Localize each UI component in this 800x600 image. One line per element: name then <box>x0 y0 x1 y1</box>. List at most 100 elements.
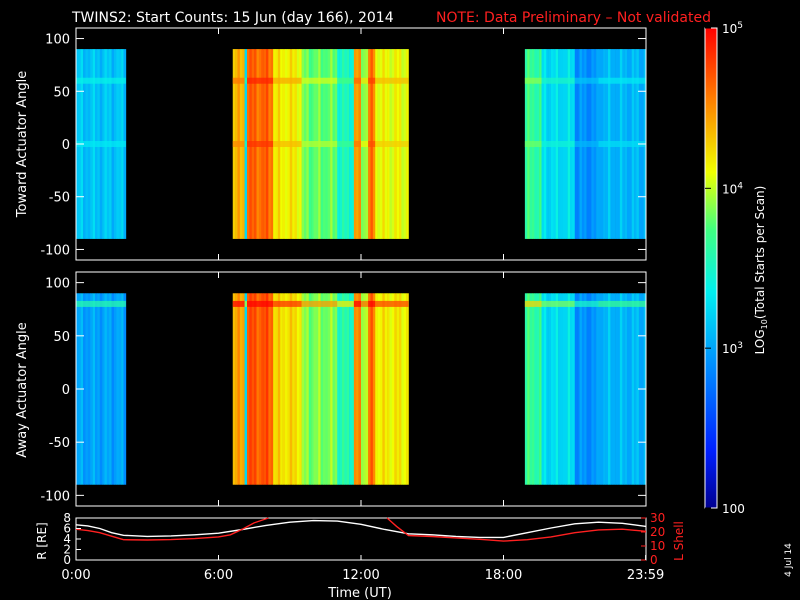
heatmap-cell <box>330 293 333 485</box>
heatmap-cell <box>104 293 108 485</box>
heatmap-cell <box>292 293 295 485</box>
heatmap-cell <box>249 293 253 485</box>
heatmap-cell <box>275 293 279 485</box>
band-60deg <box>375 77 409 84</box>
heatmap-cell <box>337 293 340 485</box>
heatmap-cell <box>624 293 628 485</box>
heatmap-cell <box>627 293 630 485</box>
heatmap-cell <box>617 293 621 485</box>
band-60deg <box>574 77 599 84</box>
heatmap-cell <box>572 293 576 485</box>
heatmap-cell <box>529 293 533 485</box>
x-tick-label: 23:59 <box>627 568 664 583</box>
heatmap-cell <box>394 293 397 485</box>
band-0deg <box>574 141 599 147</box>
heatmap-cell <box>610 293 614 485</box>
heatmap-cell <box>353 293 357 485</box>
heatmap-cell <box>114 293 117 485</box>
heatmap-cell <box>320 293 324 485</box>
heatmap-cell <box>235 293 238 485</box>
heatmap-cell <box>266 293 269 485</box>
heatmap-cell <box>391 293 395 485</box>
toward-heatmap-panel: 100 50 0 -50 -100 <box>40 27 647 261</box>
toward-ylabel: Toward Actuator Angle <box>15 71 30 218</box>
band-0deg <box>368 141 376 147</box>
heatmap-cell <box>615 293 618 485</box>
heatmap-cell <box>551 293 554 485</box>
heatmap-cell <box>285 293 288 485</box>
band-60deg <box>247 77 274 84</box>
heatmap-cell <box>109 293 112 485</box>
heatmap-cell <box>631 293 635 485</box>
heatmap-cell <box>382 293 386 485</box>
band-0deg <box>598 141 646 147</box>
colorbar-gradient <box>704 27 718 509</box>
heatmap-cell <box>534 293 538 485</box>
heatmap-cell <box>116 293 120 485</box>
heatmap-cell <box>368 293 371 485</box>
heatmap-cell <box>356 293 359 485</box>
heatmap-cell <box>247 293 250 485</box>
heatmap-cell <box>106 293 110 485</box>
band-0deg <box>361 141 369 147</box>
heatmap-cell <box>339 293 343 485</box>
band-0deg <box>247 141 274 147</box>
heatmap-cell <box>600 293 604 485</box>
hot-band-80deg <box>337 300 354 307</box>
colorbar: 105 104 103 100 <box>704 21 745 516</box>
band-60deg <box>76 77 126 84</box>
hot-band-80deg <box>76 300 126 307</box>
heatmap-cell <box>273 293 276 485</box>
y-tick-label: 0 <box>62 138 70 153</box>
heatmap-cell <box>584 293 587 485</box>
heatmap-cell <box>634 293 637 485</box>
heatmap-cell <box>244 293 248 485</box>
heatmap-cell <box>299 293 302 485</box>
heatmap-cell <box>334 293 338 485</box>
heatmap-cell <box>83 293 86 485</box>
right-y-tick-label: 30 <box>650 511 665 525</box>
heatmap-cell <box>560 293 564 485</box>
heatmap-cell <box>296 293 300 485</box>
heatmap-cell <box>304 293 307 485</box>
band-0deg <box>337 141 354 147</box>
heatmap-cell <box>543 293 547 485</box>
heatmap-cell <box>287 293 291 485</box>
y-tick-label: 0 <box>63 553 71 567</box>
heatmap-cell <box>268 293 272 485</box>
band-60deg <box>301 77 338 84</box>
heatmap-cell <box>380 293 383 485</box>
x-tick-label: 6:00 <box>204 568 233 583</box>
colorbar-label: LOG10(Total Starts per Scan) <box>753 186 769 355</box>
heatmap-cell <box>532 293 535 485</box>
heatmap-cell <box>251 293 255 485</box>
lshell-line <box>386 517 647 542</box>
x-tick-label: 12:00 <box>342 568 379 583</box>
colorbar-tick-label: 104 <box>722 181 743 196</box>
heatmap-cell <box>605 293 609 485</box>
heatmap-cell <box>97 293 101 485</box>
heatmap-cell <box>546 293 549 485</box>
heatmap-cell <box>389 293 393 485</box>
heatmap-cell <box>308 293 312 485</box>
heatmap-cell <box>577 293 580 485</box>
heatmap-cell <box>277 293 281 485</box>
heatmap-cell <box>581 293 585 485</box>
hot-band-80deg <box>232 300 245 307</box>
heatmap-cell <box>263 293 267 485</box>
heatmap-cell <box>536 293 540 485</box>
heatmap-cell <box>121 293 124 485</box>
heatmap-cell <box>256 293 260 485</box>
heatmap-cell <box>598 293 602 485</box>
hot-band-80deg <box>598 300 646 307</box>
heatmap-cell <box>242 293 245 485</box>
heatmap-cell <box>555 293 559 485</box>
heatmap-cell <box>375 293 378 485</box>
heatmap-cell <box>384 293 388 485</box>
band-60deg <box>524 77 542 84</box>
heatmap-cell <box>123 293 127 485</box>
band-60deg <box>598 77 646 84</box>
hot-band-80deg <box>524 300 542 307</box>
heatmap-cell <box>629 293 633 485</box>
heatmap-cell <box>574 293 578 485</box>
